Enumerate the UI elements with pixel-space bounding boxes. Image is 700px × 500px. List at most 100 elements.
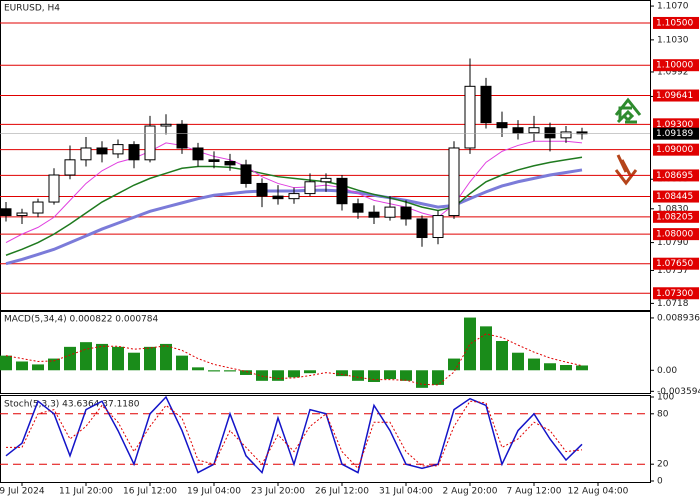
macd-bar [368,370,380,382]
x-tick-label: 19 Jul 04:00 [187,487,241,497]
candle-body [528,127,540,134]
macd-bar [288,370,300,378]
level-label-box [653,228,699,241]
macd-bar [384,370,396,380]
candle-body [64,159,76,176]
y-tick-label: 1.0790 [657,238,689,248]
candle-body [0,208,12,217]
level-label: 1.07650 [656,259,693,269]
level-label: 1.08205 [656,212,693,222]
macd-bar [240,370,252,375]
candle-body [432,215,444,239]
candle-body [160,123,172,127]
candle-body [272,195,284,200]
candle-body [240,164,252,184]
x-tick-label: 16 Jul 12:00 [123,487,177,497]
candle-body [304,181,316,195]
level-label-box [653,143,699,156]
macd-bar [80,342,92,371]
level-label-box [653,287,699,300]
level-label: 1.07300 [656,289,693,299]
y-tick-label: 1.1030 [657,35,689,45]
candle-body [384,206,396,218]
candle-body [144,125,156,161]
x-tick-label: 7 Aug 12:00 [507,487,562,497]
candle-body [48,174,60,203]
macd-bar [336,370,348,377]
x-tick-label: 31 Jul 04:00 [379,487,433,497]
level-label: 1.10500 [656,18,693,28]
level-label-box [653,190,699,203]
level-label-box [653,210,699,223]
y-tick-label: 0.00 [657,366,677,376]
candle-body [96,147,108,155]
macd-bar [576,365,588,371]
macd-bar [32,364,44,371]
y-tick-label: 100 [657,393,674,403]
macd-bar [272,370,284,381]
last-price-label: 1.09189 [656,129,693,139]
candle-body [416,218,428,239]
indicator-line [5,395,583,475]
macd-title: MACD(5,34,4) 0.000822 0.000784 [4,315,159,325]
candle-body [336,177,348,205]
x-tick-label: 11 Jul 20:00 [59,487,113,497]
candle-body [224,160,236,166]
macd-bar [480,326,492,371]
down-arrow [614,154,638,186]
chart-title: EURUSD, H4 [4,4,60,14]
candle-body [32,201,44,214]
candle-body [176,123,188,149]
last-price-box [653,127,699,140]
level-label: 1.10000 [656,61,693,71]
candle-body [352,203,364,213]
x-tick-label: 2 Aug 20:00 [443,487,498,497]
macd-bar [544,363,556,371]
macd-bar [448,358,460,371]
macd-bar [352,370,364,381]
macd-bar [256,370,268,381]
candle-body [448,147,460,217]
x-tick-label: 26 Jul 12:00 [315,487,369,497]
macd-bar [48,358,60,371]
candle-body [288,193,300,200]
level-label: 1.09300 [656,120,693,130]
indicator-line [5,156,583,256]
candle-body [480,85,492,124]
y-tick-label: 1.0757 [657,266,689,276]
candle-body [544,127,556,139]
candle-body [256,182,268,197]
indicator-line [5,333,583,386]
macd-panel [0,311,651,394]
level-label-box [653,59,699,72]
macd-bar [192,367,204,371]
macd-bar [16,361,28,371]
y-tick-label: 20 [657,460,669,470]
macd-bar [160,343,172,371]
macd-bar [512,352,524,371]
y-tick-label: 0.008936 [657,313,700,323]
macd-bar [304,370,316,374]
macd-bar [208,370,220,372]
candle-body [128,144,140,161]
level-label: 1.08695 [656,171,693,181]
candle-body [208,159,220,162]
price-panel [0,0,651,311]
macd-bar [432,370,444,385]
candle-body [320,177,332,183]
macd-bar [224,370,236,372]
stoch-title: Stoch(5,3,3) 43.6364 37.1180 [4,400,140,410]
candle-body [368,211,380,218]
macd-bar [496,340,508,371]
candle-body [512,127,524,134]
macd-bar [96,343,108,371]
level-label-box [653,16,699,29]
up-arrow [614,97,642,124]
y-tick-label: 1.0718 [657,299,689,309]
level-label-box [653,118,699,131]
macd-bar [416,370,428,388]
indicator-line [6,400,583,470]
candle-body [112,144,124,155]
macd-bar [464,317,476,371]
